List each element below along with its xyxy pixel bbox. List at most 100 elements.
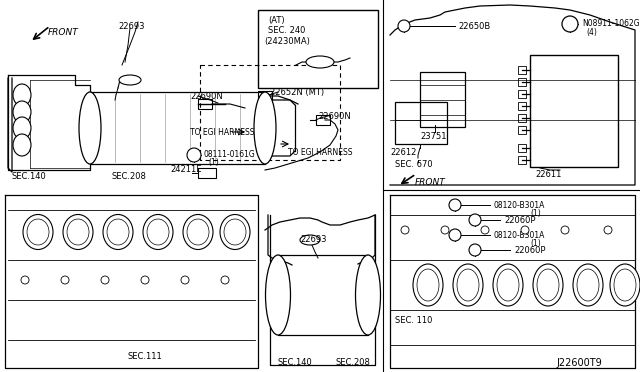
Text: 22060P: 22060P bbox=[514, 246, 545, 255]
Ellipse shape bbox=[306, 56, 334, 68]
Ellipse shape bbox=[13, 134, 31, 156]
Bar bbox=[278, 255, 368, 335]
Text: (1): (1) bbox=[530, 239, 541, 248]
Text: (1): (1) bbox=[530, 209, 541, 218]
Circle shape bbox=[221, 276, 229, 284]
Ellipse shape bbox=[266, 255, 291, 335]
Ellipse shape bbox=[457, 269, 479, 301]
Circle shape bbox=[449, 229, 461, 241]
Bar bbox=[518, 78, 526, 86]
Text: 24211E: 24211E bbox=[170, 165, 202, 174]
Ellipse shape bbox=[13, 117, 31, 139]
Text: 08120-B301A: 08120-B301A bbox=[494, 201, 545, 210]
Text: 22612: 22612 bbox=[390, 148, 417, 157]
Text: SEC.140: SEC.140 bbox=[278, 358, 313, 367]
Ellipse shape bbox=[614, 269, 636, 301]
Ellipse shape bbox=[13, 101, 31, 123]
Bar bbox=[518, 102, 526, 110]
Bar bbox=[518, 66, 526, 74]
Text: J22600T9: J22600T9 bbox=[556, 358, 602, 368]
Circle shape bbox=[101, 276, 109, 284]
Bar bbox=[198, 168, 216, 178]
Ellipse shape bbox=[23, 215, 53, 250]
Bar bbox=[518, 144, 526, 152]
Circle shape bbox=[141, 276, 149, 284]
Ellipse shape bbox=[537, 269, 559, 301]
Text: 22650B: 22650B bbox=[458, 22, 490, 31]
Ellipse shape bbox=[610, 264, 640, 306]
Ellipse shape bbox=[187, 219, 209, 245]
Ellipse shape bbox=[103, 215, 133, 250]
Bar bbox=[316, 115, 330, 125]
Text: SEC. 670: SEC. 670 bbox=[395, 160, 433, 169]
Ellipse shape bbox=[497, 269, 519, 301]
Circle shape bbox=[521, 226, 529, 234]
Text: 23751: 23751 bbox=[420, 132, 447, 141]
Ellipse shape bbox=[300, 235, 320, 245]
Ellipse shape bbox=[183, 215, 213, 250]
Ellipse shape bbox=[355, 255, 381, 335]
Text: (AT): (AT) bbox=[268, 16, 285, 25]
Circle shape bbox=[401, 226, 409, 234]
Text: FRONT: FRONT bbox=[415, 178, 445, 187]
Bar bbox=[90, 92, 265, 164]
Text: TO EGI HARNESS: TO EGI HARNESS bbox=[190, 128, 255, 137]
Ellipse shape bbox=[67, 219, 89, 245]
Ellipse shape bbox=[224, 219, 246, 245]
Ellipse shape bbox=[413, 264, 443, 306]
Text: N: N bbox=[565, 18, 571, 27]
Text: (4): (4) bbox=[586, 28, 597, 37]
Bar bbox=[198, 99, 212, 109]
Text: 22690N: 22690N bbox=[318, 112, 351, 121]
Ellipse shape bbox=[577, 269, 599, 301]
Text: (1): (1) bbox=[208, 158, 219, 167]
Circle shape bbox=[469, 214, 481, 226]
Circle shape bbox=[481, 226, 489, 234]
Text: FRONT: FRONT bbox=[48, 28, 79, 37]
Text: SEC.140: SEC.140 bbox=[12, 172, 47, 181]
Text: N08911-1062G: N08911-1062G bbox=[582, 19, 639, 28]
Circle shape bbox=[561, 226, 569, 234]
Bar bbox=[518, 114, 526, 122]
Bar bbox=[420, 72, 465, 127]
Text: TO EGI HARNESS: TO EGI HARNESS bbox=[288, 148, 353, 157]
Text: 22693: 22693 bbox=[300, 235, 326, 244]
Ellipse shape bbox=[417, 269, 439, 301]
Text: 22060P: 22060P bbox=[504, 216, 536, 225]
Ellipse shape bbox=[13, 84, 31, 106]
Ellipse shape bbox=[79, 92, 101, 164]
Text: (24230MA): (24230MA) bbox=[264, 37, 310, 46]
Circle shape bbox=[398, 20, 410, 32]
Circle shape bbox=[562, 16, 578, 32]
Text: SEC.111: SEC.111 bbox=[128, 352, 163, 361]
Ellipse shape bbox=[533, 264, 563, 306]
Bar bbox=[518, 126, 526, 134]
Circle shape bbox=[181, 276, 189, 284]
Bar bbox=[258, 10, 378, 88]
Ellipse shape bbox=[63, 215, 93, 250]
Ellipse shape bbox=[493, 264, 523, 306]
Text: 22690N: 22690N bbox=[190, 92, 223, 101]
Text: 08120-B301A: 08120-B301A bbox=[494, 231, 545, 240]
Text: SEC.208: SEC.208 bbox=[335, 358, 370, 367]
Bar bbox=[395, 102, 447, 144]
Ellipse shape bbox=[254, 92, 276, 164]
Ellipse shape bbox=[453, 264, 483, 306]
Circle shape bbox=[61, 276, 69, 284]
Ellipse shape bbox=[119, 75, 141, 85]
Circle shape bbox=[604, 226, 612, 234]
Ellipse shape bbox=[143, 215, 173, 250]
Text: 08111-0161G: 08111-0161G bbox=[204, 150, 256, 159]
Bar bbox=[530, 55, 618, 167]
Bar bbox=[518, 156, 526, 164]
Circle shape bbox=[187, 148, 201, 162]
Text: SEC. 240: SEC. 240 bbox=[268, 26, 305, 35]
Circle shape bbox=[449, 199, 461, 211]
Ellipse shape bbox=[147, 219, 169, 245]
Circle shape bbox=[469, 244, 481, 256]
Text: SEC.208: SEC.208 bbox=[112, 172, 147, 181]
Bar bbox=[518, 90, 526, 98]
Circle shape bbox=[441, 226, 449, 234]
Text: SEC. 110: SEC. 110 bbox=[395, 316, 433, 325]
Ellipse shape bbox=[27, 219, 49, 245]
